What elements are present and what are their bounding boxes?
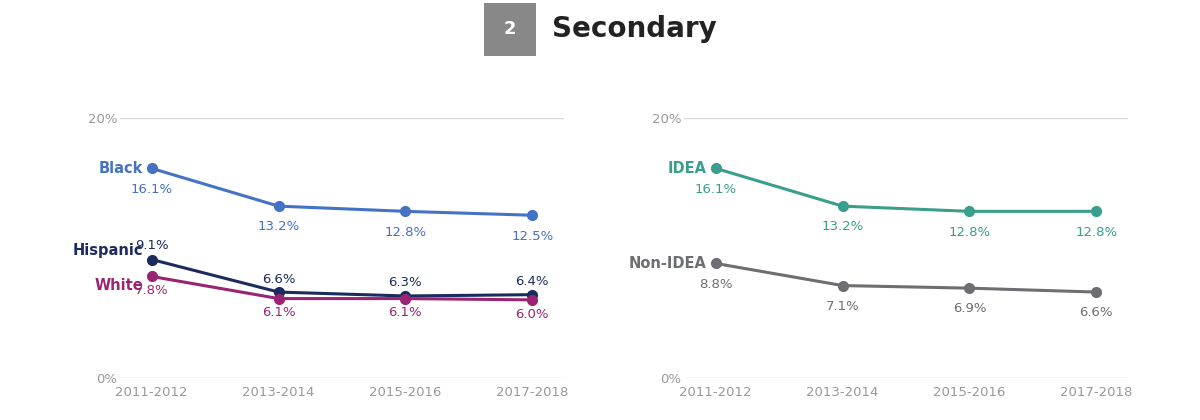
Text: 6.4%: 6.4% <box>516 275 550 288</box>
Text: Secondary: Secondary <box>552 16 716 43</box>
Text: 6.3%: 6.3% <box>389 276 422 289</box>
Text: 7.1%: 7.1% <box>826 300 859 313</box>
Text: 7.8%: 7.8% <box>134 284 168 297</box>
Text: 6.9%: 6.9% <box>953 302 986 315</box>
Text: 6.6%: 6.6% <box>1080 307 1114 319</box>
Text: White: White <box>94 278 143 293</box>
Text: 12.5%: 12.5% <box>511 230 553 243</box>
Text: 12.8%: 12.8% <box>1075 226 1117 239</box>
Text: 16.1%: 16.1% <box>695 183 737 196</box>
Text: 8.8%: 8.8% <box>698 278 732 291</box>
Text: 16.1%: 16.1% <box>131 183 173 196</box>
Text: 13.2%: 13.2% <box>258 220 300 234</box>
Text: 13.2%: 13.2% <box>822 220 864 234</box>
Text: Non-IDEA: Non-IDEA <box>629 256 707 271</box>
Text: Black: Black <box>98 161 143 176</box>
Text: Hispanic: Hispanic <box>72 243 143 258</box>
Text: 12.8%: 12.8% <box>384 226 426 239</box>
Circle shape <box>484 3 536 56</box>
Text: 9.1%: 9.1% <box>134 239 168 252</box>
Text: 2: 2 <box>504 21 516 38</box>
Text: 6.0%: 6.0% <box>516 308 550 321</box>
Text: 6.6%: 6.6% <box>262 273 295 286</box>
Text: 12.8%: 12.8% <box>948 226 990 239</box>
Text: 6.1%: 6.1% <box>262 307 295 319</box>
Text: 6.1%: 6.1% <box>389 307 422 319</box>
Text: IDEA: IDEA <box>668 161 707 176</box>
